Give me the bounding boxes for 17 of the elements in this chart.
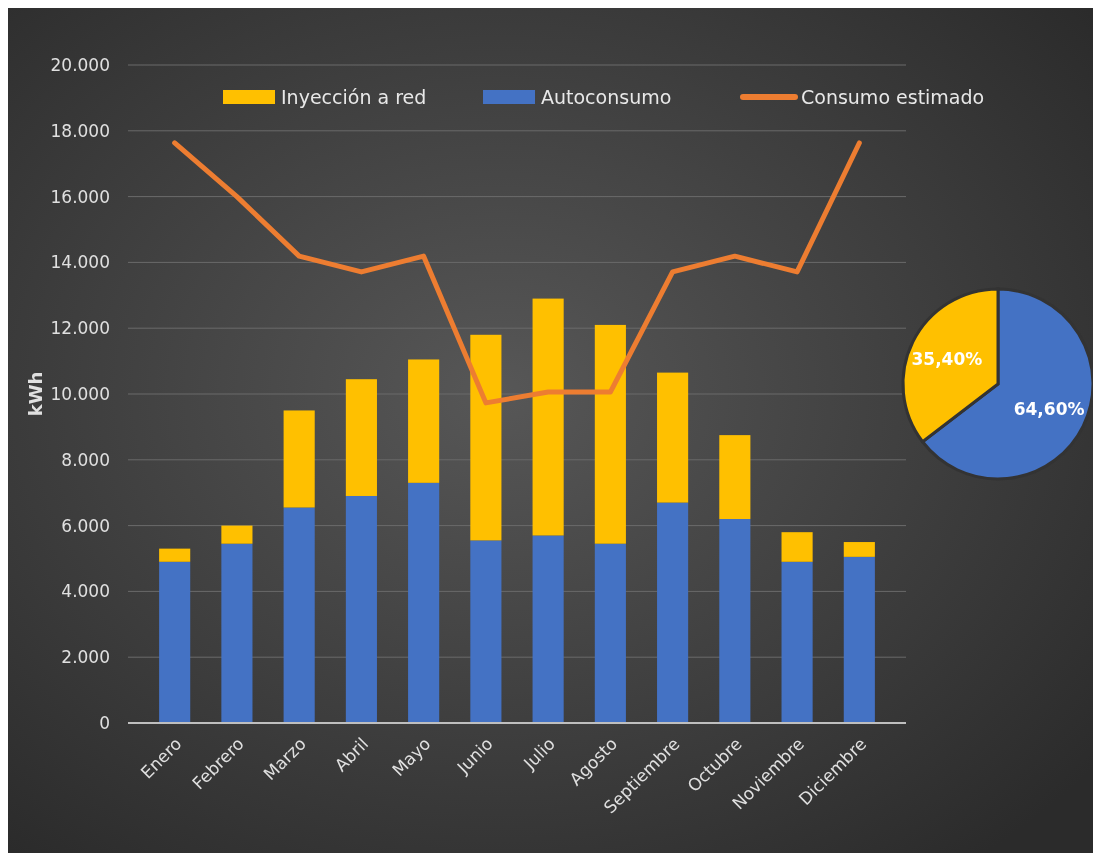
y-tick-label: 2.000 (61, 647, 110, 668)
y-tick-label: 10.000 (50, 383, 110, 404)
y-tick-label: 14.000 (50, 252, 110, 273)
data-label: 64,60% (1013, 399, 1085, 420)
y-axis-title: kWh (25, 371, 46, 417)
y-tick-label: 12.000 (50, 318, 110, 339)
y-tick-label: 16.000 (50, 186, 110, 207)
legend-label: Inyección a red (281, 85, 427, 108)
y-tick-label: 0 (99, 712, 110, 733)
y-tick-label: 4.000 (61, 581, 110, 602)
y-tick-label: 8.000 (61, 449, 110, 470)
y-tick-label: 18.000 (50, 120, 110, 141)
legend-label: Consumo estimado (801, 85, 985, 108)
y-tick-label: 20.000 (50, 54, 110, 75)
data-label: 35,40% (911, 348, 983, 369)
legend-label: Autoconsumo (541, 85, 672, 108)
y-tick-label: 6.000 (61, 515, 110, 536)
